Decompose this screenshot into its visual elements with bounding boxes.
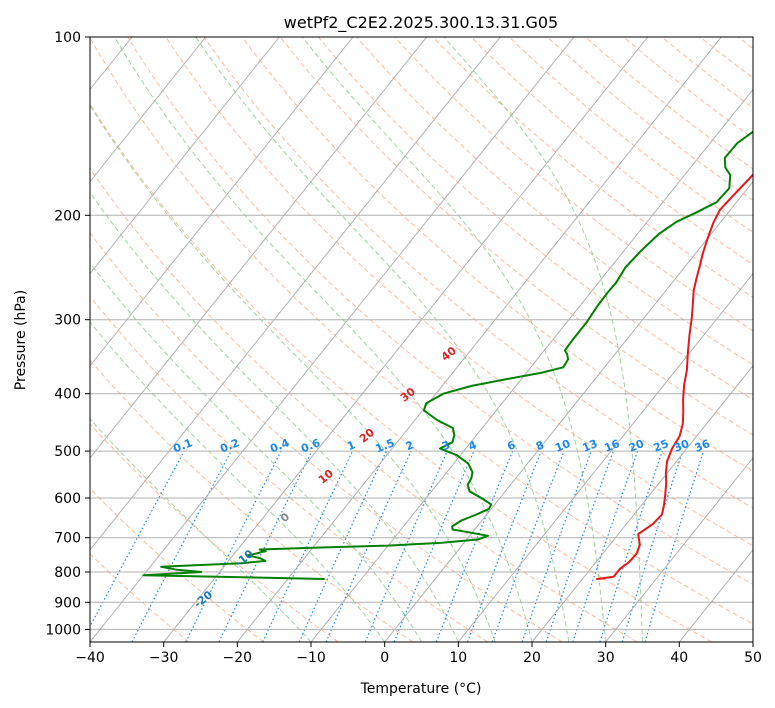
mixing-ratio-label: 36 xyxy=(693,437,712,455)
isotherm-line xyxy=(90,37,501,551)
isotherm-line xyxy=(90,37,280,275)
dry-adiabat xyxy=(394,37,753,332)
mixing-ratio-label: 13 xyxy=(580,437,599,455)
mixing-ratio-line xyxy=(545,450,614,642)
x-tick-label: −30 xyxy=(149,650,179,666)
mixing-ratio-line xyxy=(325,450,412,642)
dry-adiabat xyxy=(279,37,753,436)
y-tick-label: 800 xyxy=(54,565,81,581)
mixing-ratio-line xyxy=(572,450,639,642)
mixing-ratio-line xyxy=(521,450,592,642)
y-tick-label: 1000 xyxy=(45,622,81,638)
dry-adiabat xyxy=(241,37,753,472)
isotherm-line xyxy=(163,37,649,642)
x-tick-label: 10 xyxy=(449,650,467,666)
x-tick-label: 30 xyxy=(597,650,615,666)
dry-adiabat xyxy=(203,37,753,509)
background-lines xyxy=(90,37,753,642)
chart-title: wetPf2_C2E2.2025.300.13.31.G05 xyxy=(284,13,558,33)
dry-adiabat xyxy=(90,295,488,642)
y-tick-label: 900 xyxy=(54,595,81,611)
mixing-ratio-line xyxy=(185,450,282,642)
moist-adiabat xyxy=(90,262,422,642)
isotherm-line xyxy=(90,37,575,642)
plot-frame xyxy=(89,36,754,643)
moist-adiabat xyxy=(90,321,386,642)
temperature-profile-line xyxy=(596,173,753,580)
isotherm-line xyxy=(90,37,428,459)
mixing-ratio-line xyxy=(90,450,185,628)
dry-adiabat xyxy=(90,487,264,642)
isotherm-line xyxy=(605,457,753,642)
mixing-ratio-line xyxy=(435,450,514,642)
mixing-ratio-label: 16 xyxy=(603,437,622,455)
x-axis-label: Temperature (°C) xyxy=(360,681,482,697)
y-axis: 100 200 300 400 500 600 700 800 900 1000 xyxy=(45,30,90,638)
moist-adiabat xyxy=(114,37,533,642)
mixing-ratio-label: 3 xyxy=(440,438,452,453)
mixing-ratio-line xyxy=(491,450,565,642)
mixing-ratio-line xyxy=(621,450,684,642)
mixing-ratio-line xyxy=(466,450,542,642)
mixing-ratio-label: 10 xyxy=(553,437,572,455)
mixing-ratio-label: 1 xyxy=(345,438,357,453)
dry-adiabat xyxy=(90,37,753,625)
x-tick-label: 0 xyxy=(380,650,389,666)
x-tick-label: 40 xyxy=(670,650,688,666)
moist-adiabat xyxy=(195,37,570,642)
isotherm-line xyxy=(90,37,207,183)
x-tick-label: −40 xyxy=(75,650,105,666)
mixing-ratio-line xyxy=(364,450,448,642)
y-axis-label: Pressure (hPa) xyxy=(13,290,29,390)
y-tick-label: 500 xyxy=(54,444,81,460)
moist-adiabat xyxy=(443,37,643,642)
y-tick-label: 300 xyxy=(54,313,81,329)
moist-adiabat xyxy=(301,37,607,642)
isotherm-line xyxy=(90,37,354,367)
mixing-ratio-line xyxy=(599,450,663,642)
x-tick-label: −20 xyxy=(223,650,253,666)
dry-adiabat xyxy=(90,423,339,642)
mixing-ratio-label: 8 xyxy=(534,438,546,453)
y-tick-label: 400 xyxy=(54,387,81,403)
y-tick-label: 600 xyxy=(54,491,81,507)
dewpoint-profile-line xyxy=(142,130,753,580)
isotherm-line xyxy=(310,88,753,642)
y-tick-label: 200 xyxy=(54,208,81,224)
dry-adiabat xyxy=(90,103,712,642)
isotherm-line xyxy=(457,272,753,642)
mixing-ratio-label: 20 xyxy=(627,437,646,455)
x-tick-label: −10 xyxy=(296,650,326,666)
dry-adiabat xyxy=(356,37,753,366)
x-tick-label: 20 xyxy=(523,650,541,666)
x-tick-label: 50 xyxy=(744,650,762,666)
isotherm-line xyxy=(236,37,722,642)
mixing-ratio-label: 2 xyxy=(404,438,416,453)
y-tick-label: 700 xyxy=(54,531,81,547)
dry-adiabat xyxy=(90,167,638,642)
x-axis: −40 −30 −20 −10 0 10 20 30 40 50 xyxy=(75,642,762,666)
isotherm-line xyxy=(531,364,753,642)
moist-adiabat xyxy=(90,191,459,642)
data-lines xyxy=(142,130,753,580)
dry-adiabat xyxy=(432,37,753,298)
dry-adiabat xyxy=(90,553,190,642)
mixing-ratio-label: 25 xyxy=(652,437,671,455)
y-tick-label: 100 xyxy=(54,30,81,46)
mixing-ratio-label: 30 xyxy=(672,437,691,455)
